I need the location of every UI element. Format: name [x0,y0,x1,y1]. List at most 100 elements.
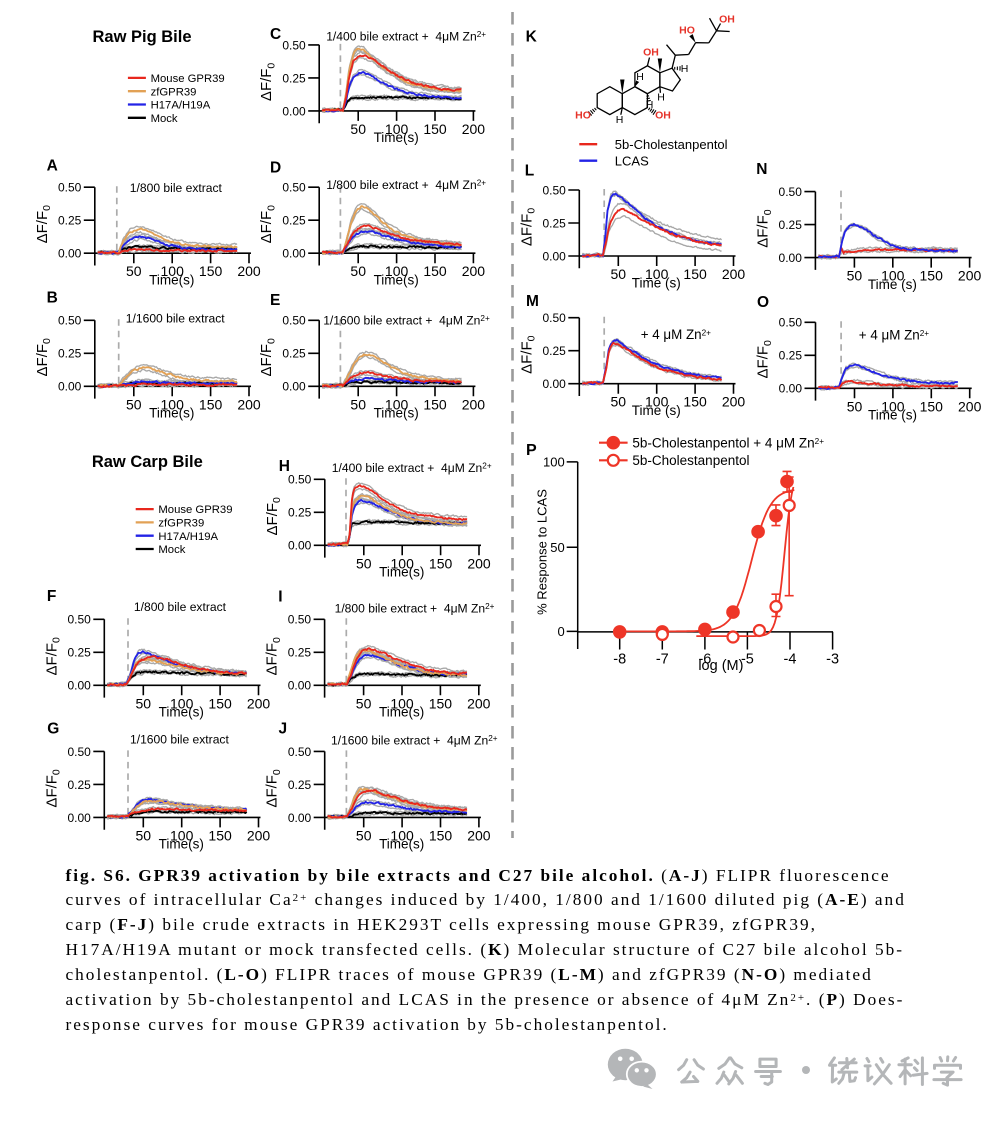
svg-text:zfGPR39: zfGPR39 [151,86,197,98]
svg-text:D: D [270,160,281,177]
svg-text:0.00: 0.00 [67,811,91,825]
svg-text:ΔF/F0: ΔF/F0 [518,335,537,374]
svg-text:200: 200 [247,695,271,711]
svg-text:100: 100 [390,695,414,711]
svg-text:100: 100 [385,396,409,412]
svg-text:0.25: 0.25 [542,216,566,230]
svg-text:-4: -4 [784,652,797,668]
svg-text:0.25: 0.25 [779,349,803,363]
svg-text:Mouse GPR39: Mouse GPR39 [151,73,225,85]
svg-text:-8: -8 [613,652,626,668]
svg-text:0.50: 0.50 [779,316,803,330]
svg-text:0.25: 0.25 [779,218,803,232]
svg-text:1/400 bile extract + 4μM Zn2+: 1/400 bile extract + 4μM Zn2+ [326,29,486,43]
svg-text:100: 100 [645,394,669,410]
svg-text:150: 150 [429,695,453,711]
svg-text:150: 150 [199,263,223,279]
svg-text:200: 200 [467,695,491,711]
svg-text:0.25: 0.25 [282,347,306,361]
svg-text:200: 200 [237,263,261,279]
svg-text:N: N [756,161,767,178]
svg-text:Time(s): Time(s) [149,406,194,421]
svg-text:log (M): log (M) [698,658,743,674]
svg-text:200: 200 [467,555,491,571]
svg-text:150: 150 [683,394,707,410]
svg-text:P: P [526,442,537,459]
svg-text:B: B [47,290,58,307]
svg-text:Time(s): Time(s) [374,273,419,288]
svg-text:0.00: 0.00 [58,247,82,261]
svg-text:1/400 bile extract + 4μM Zn2+: 1/400 bile extract + 4μM Zn2+ [332,461,492,475]
svg-text:O: O [757,294,769,311]
svg-text:Time(s): Time(s) [379,565,424,580]
svg-text:C: C [270,26,281,43]
svg-text:150: 150 [429,827,453,843]
svg-text:+ 4 μM Zn2+: + 4 μM Zn2+ [859,327,929,342]
svg-text:0.25: 0.25 [288,506,312,520]
svg-text:M: M [526,293,539,310]
svg-text:0.50: 0.50 [542,183,566,197]
svg-text:H: H [616,114,624,126]
svg-text:100: 100 [390,827,414,843]
svg-text:J: J [279,721,288,738]
svg-text:1/800 bile extract + 4μM Zn2+: 1/800 bile extract + 4μM Zn2+ [326,178,486,192]
svg-text:0.50: 0.50 [282,38,306,52]
svg-text:1/1600 bile extract + 4μM Zn2: 1/1600 bile extract + 4μM Zn2+ [323,313,490,327]
svg-text:1/800 bile extract: 1/800 bile extract [130,181,223,195]
svg-text:ΔF/F0: ΔF/F0 [34,205,53,244]
svg-text:0.50: 0.50 [58,314,82,328]
svg-text:Time (s): Time (s) [632,275,681,290]
svg-text:ΔF/F0: ΔF/F0 [258,63,277,102]
svg-text:G: G [47,721,59,738]
svg-text:1/1600 bile extract + 4μM Zn2: 1/1600 bile extract + 4μM Zn2+ [331,734,498,748]
svg-text:0.25: 0.25 [288,646,312,660]
svg-text:Time(s): Time(s) [379,705,424,720]
svg-text:0.50: 0.50 [282,314,306,328]
svg-text:ΔF/F0: ΔF/F0 [755,340,774,379]
svg-text:1/800 bile extract: 1/800 bile extract [134,600,227,614]
svg-text:5b-Cholestanpentol + 4 μM Zn2+: 5b-Cholestanpentol + 4 μM Zn2+ [632,435,824,450]
svg-text:0.50: 0.50 [288,473,312,487]
svg-text:50: 50 [126,263,142,279]
svg-text:50: 50 [136,827,152,843]
svg-text:0.00: 0.00 [542,249,566,263]
svg-text:100: 100 [881,268,905,284]
svg-text:ΔF/F0: ΔF/F0 [258,205,277,244]
svg-text:0.25: 0.25 [282,71,306,85]
svg-text:H17A/H19A: H17A/H19A [158,531,218,543]
svg-text:Time(s): Time(s) [159,705,204,720]
svg-text:LCAS: LCAS [615,153,649,168]
svg-text:Mouse GPR39: Mouse GPR39 [158,504,232,516]
svg-text:H: H [279,458,290,475]
svg-text:150: 150 [683,266,707,282]
svg-text:Time (s): Time (s) [868,277,917,292]
svg-text:200: 200 [237,396,261,412]
svg-text:0.50: 0.50 [542,311,566,325]
svg-text:50: 50 [847,398,863,414]
svg-text:ΔF/F0: ΔF/F0 [264,497,283,536]
svg-text:H: H [657,92,665,104]
svg-text:0: 0 [557,624,564,639]
svg-text:0.50: 0.50 [282,181,306,195]
svg-text:0.00: 0.00 [288,811,312,825]
svg-text:5b-Cholestanpentol: 5b-Cholestanpentol [632,453,749,468]
svg-text:0.00: 0.00 [288,679,312,693]
svg-text:0.25: 0.25 [542,344,566,358]
svg-text:0.00: 0.00 [282,380,306,394]
svg-text:0.25: 0.25 [67,646,91,660]
svg-text:E: E [270,292,280,309]
svg-text:1/800 bile extract + 4μM Zn2+: 1/800 bile extract + 4μM Zn2+ [335,602,495,616]
svg-text:I: I [278,589,282,606]
svg-text:200: 200 [462,396,486,412]
svg-text:200: 200 [247,827,271,843]
svg-text:150: 150 [208,695,232,711]
svg-text:0.25: 0.25 [67,778,91,792]
svg-text:OH: OH [655,110,671,122]
svg-text:ΔF/F0: ΔF/F0 [264,637,283,676]
svg-text:A: A [47,158,58,175]
svg-text:50: 50 [847,268,863,284]
svg-text:50: 50 [611,394,627,410]
svg-text:ΔF/F0: ΔF/F0 [34,338,53,377]
svg-text:50: 50 [356,827,372,843]
svg-text:50: 50 [136,695,152,711]
